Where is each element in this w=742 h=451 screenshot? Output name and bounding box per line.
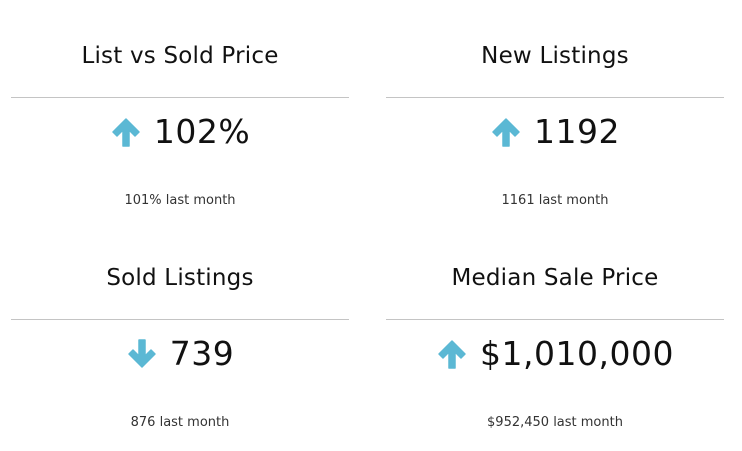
arrow-up-icon [436, 338, 468, 370]
comparison-text: 101% last month [124, 193, 236, 208]
comparison-text: 876 last month [130, 415, 230, 430]
metric-value: $1,010,000 [480, 334, 674, 373]
comparison-text: $952,450 last month [487, 415, 623, 430]
card-title: New Listings [481, 43, 629, 69]
value-row: 739 [11, 333, 349, 375]
arrow-up-icon [110, 116, 142, 148]
card-divider [386, 319, 724, 320]
stat-card-sold-listings: Sold Listings 739 876 last month [11, 222, 349, 444]
card-divider [386, 97, 724, 98]
metric-value: 1192 [534, 112, 620, 151]
stat-card-new-listings: New Listings 1192 1161 last month [386, 0, 724, 222]
card-divider [11, 319, 349, 320]
card-divider [11, 97, 349, 98]
stat-card-median-sale-price: Median Sale Price $1,010,000 $952,450 la… [386, 222, 724, 444]
arrow-down-icon [126, 338, 158, 370]
comparison-text: 1161 last month [501, 193, 609, 208]
metric-value: 739 [169, 334, 235, 373]
metric-value: 102% [153, 112, 251, 151]
arrow-up-icon [490, 116, 522, 148]
value-row: $1,010,000 [386, 333, 724, 375]
value-row: 102% [11, 111, 349, 153]
card-title: Sold Listings [106, 265, 254, 291]
card-title: Median Sale Price [451, 265, 659, 291]
stat-card-list-vs-sold: List vs Sold Price 102% 101% last month [11, 0, 349, 222]
card-title: List vs Sold Price [81, 43, 279, 69]
value-row: 1192 [386, 111, 724, 153]
